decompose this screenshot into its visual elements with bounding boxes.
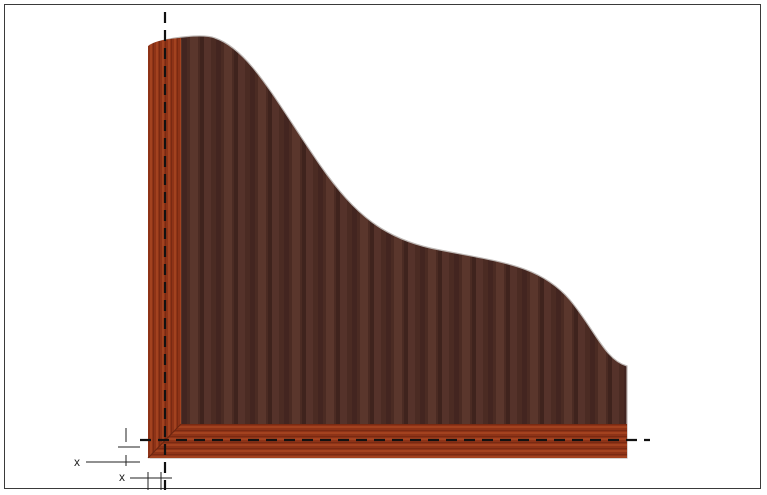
horizontal-edge-band <box>148 424 627 458</box>
dim-label-vertical-x: x <box>74 455 80 469</box>
curved-panel <box>149 35 628 459</box>
dim-label-horizontal-x: x <box>119 470 125 484</box>
